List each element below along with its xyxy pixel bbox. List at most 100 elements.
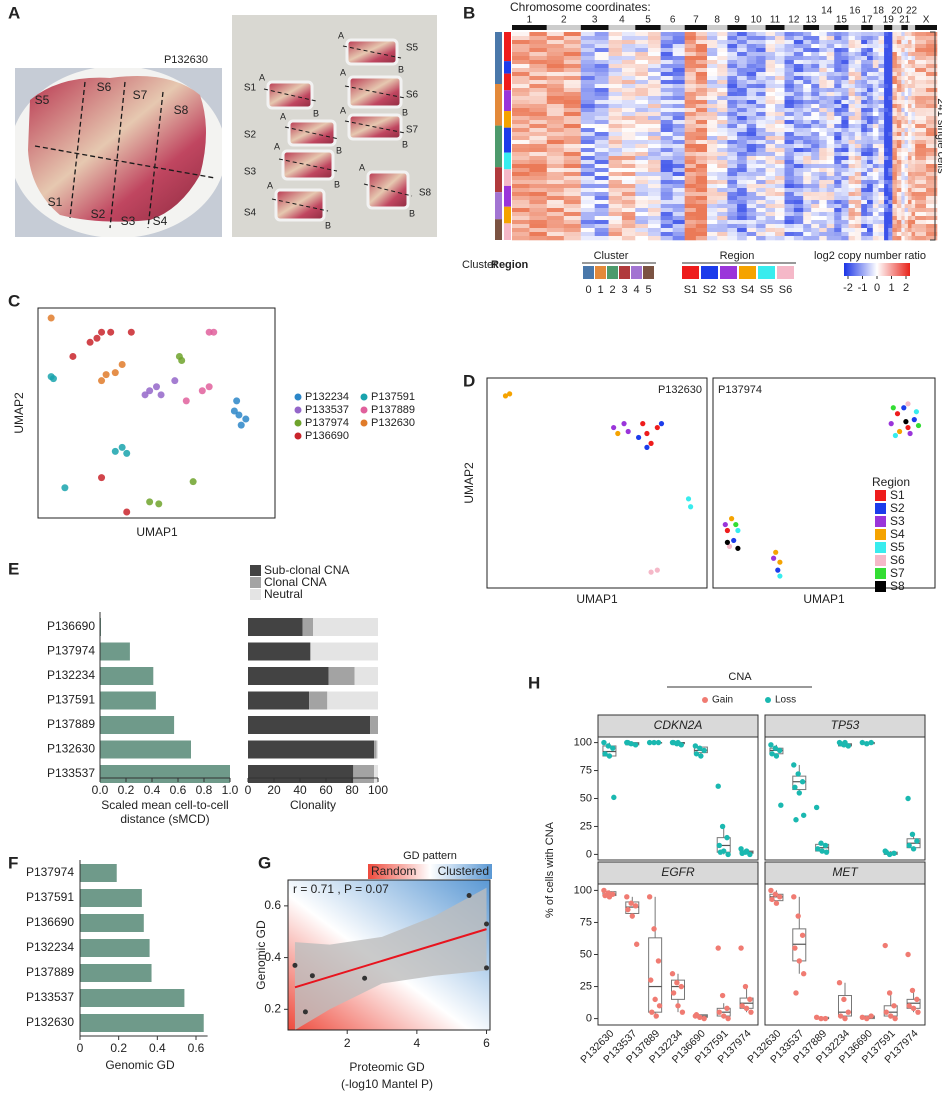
heatmap-cell xyxy=(684,108,697,113)
heatmap-cell xyxy=(746,44,757,49)
point xyxy=(888,1013,894,1019)
heatmap-cell xyxy=(826,204,835,209)
heatmap-cell xyxy=(872,144,879,149)
legend-title: log2 copy number ratio xyxy=(814,250,926,262)
y-tick-label: P132234 xyxy=(26,940,74,954)
heatmap-cell xyxy=(915,224,927,229)
heatmap-cell xyxy=(848,200,856,205)
heatmap-cell xyxy=(621,232,636,237)
heatmap-cell xyxy=(647,200,661,205)
heatmap-cell xyxy=(841,160,849,165)
heatmap-cell xyxy=(784,116,795,121)
heatmap-cell xyxy=(834,56,842,61)
chromosome-label: 20 xyxy=(891,6,903,17)
heatmap-cell xyxy=(803,44,812,49)
point xyxy=(795,771,801,777)
heatmap-cell xyxy=(594,92,609,97)
y-tick-label: P136690 xyxy=(47,619,95,633)
heatmap-cell xyxy=(512,224,530,229)
heatmap-cell xyxy=(512,188,530,193)
heatmap-cell xyxy=(901,132,905,137)
heatmap-cell xyxy=(765,72,776,77)
heatmap-cell xyxy=(911,32,916,37)
heatmap-cell xyxy=(884,152,889,157)
heatmap-cell xyxy=(884,212,889,217)
heatmap-cell xyxy=(660,136,673,141)
heatmap-cell xyxy=(888,52,893,57)
heatmap-cell xyxy=(717,204,728,209)
heatmap-cell xyxy=(819,88,828,93)
heatmap-cell xyxy=(848,36,856,41)
point xyxy=(726,543,733,549)
legend-title: CNA xyxy=(728,671,752,683)
heatmap-cell xyxy=(546,224,565,229)
heatmap-cell xyxy=(621,88,636,93)
heatmap-cell xyxy=(854,56,862,61)
heatmap-cell xyxy=(861,180,868,185)
bar xyxy=(80,989,185,1007)
region-annotation xyxy=(504,169,511,186)
heatmap-cell xyxy=(563,84,582,89)
heatmap-cell xyxy=(635,228,649,233)
heatmap-cell xyxy=(841,200,849,205)
heatmap-cell xyxy=(672,176,685,181)
heatmap-cell xyxy=(621,64,636,69)
heatmap-cell xyxy=(811,144,820,149)
heatmap-cell xyxy=(580,48,595,53)
heatmap-cell xyxy=(915,128,927,133)
heatmap-cell xyxy=(911,108,916,113)
heatmap-cell xyxy=(848,124,856,129)
x-axis-label: Clonality xyxy=(290,798,336,812)
heatmap-cell xyxy=(884,80,889,85)
heatmap-cell xyxy=(635,124,649,129)
heatmap-cell xyxy=(904,236,909,241)
heatmap-cell xyxy=(765,80,776,85)
heatmap-cell xyxy=(884,76,889,81)
chromosome-label: 2 xyxy=(561,15,567,26)
point xyxy=(819,848,825,854)
heatmap-cell xyxy=(546,116,565,121)
heatmap-cell xyxy=(546,200,565,205)
heatmap-cell xyxy=(737,176,748,181)
heatmap-cell xyxy=(907,36,912,41)
heatmap-cell xyxy=(926,112,938,117)
heatmap-cell xyxy=(660,160,673,165)
heatmap-cell xyxy=(765,204,776,209)
heatmap-cell xyxy=(546,172,565,177)
x-axis-label: distance (sMCD) xyxy=(120,812,209,826)
heatmap-cell xyxy=(684,80,697,85)
heatmap-cell xyxy=(826,192,835,197)
heatmap-cell xyxy=(854,108,862,113)
heatmap-cell xyxy=(896,148,902,153)
heatmap-cell xyxy=(915,200,927,205)
x-tick-label: 0.0 xyxy=(92,783,109,797)
heatmap-cell xyxy=(765,164,776,169)
heatmap-cell xyxy=(529,180,548,185)
heatmap-cell xyxy=(784,108,795,113)
heatmap-cell xyxy=(684,128,697,133)
legend-label: S2 xyxy=(890,501,905,515)
heatmap-cell xyxy=(737,116,748,121)
heatmap-cell xyxy=(765,196,776,201)
y-tick-label: P132234 xyxy=(47,668,95,682)
heatmap-cell xyxy=(854,116,862,121)
heatmap-cell xyxy=(580,92,595,97)
heatmap-cell xyxy=(784,124,795,129)
legend-label: Neutral xyxy=(264,587,303,601)
heatmap-cell xyxy=(819,60,828,65)
section-label: S6 xyxy=(97,80,112,94)
heatmap-cell xyxy=(672,68,685,73)
heatmap-cell xyxy=(784,216,795,221)
heatmap-cell xyxy=(878,128,885,133)
heatmap-cell xyxy=(684,84,697,89)
heatmap-cell xyxy=(695,156,708,161)
heatmap-cell xyxy=(672,204,685,209)
heatmap-cell xyxy=(867,96,874,101)
heatmap-cell xyxy=(695,88,708,93)
heatmap-cell xyxy=(512,168,530,173)
heatmap-cell xyxy=(717,212,728,217)
heatmap-cell xyxy=(695,180,708,185)
point xyxy=(646,894,653,900)
heatmap-cell xyxy=(888,124,893,129)
